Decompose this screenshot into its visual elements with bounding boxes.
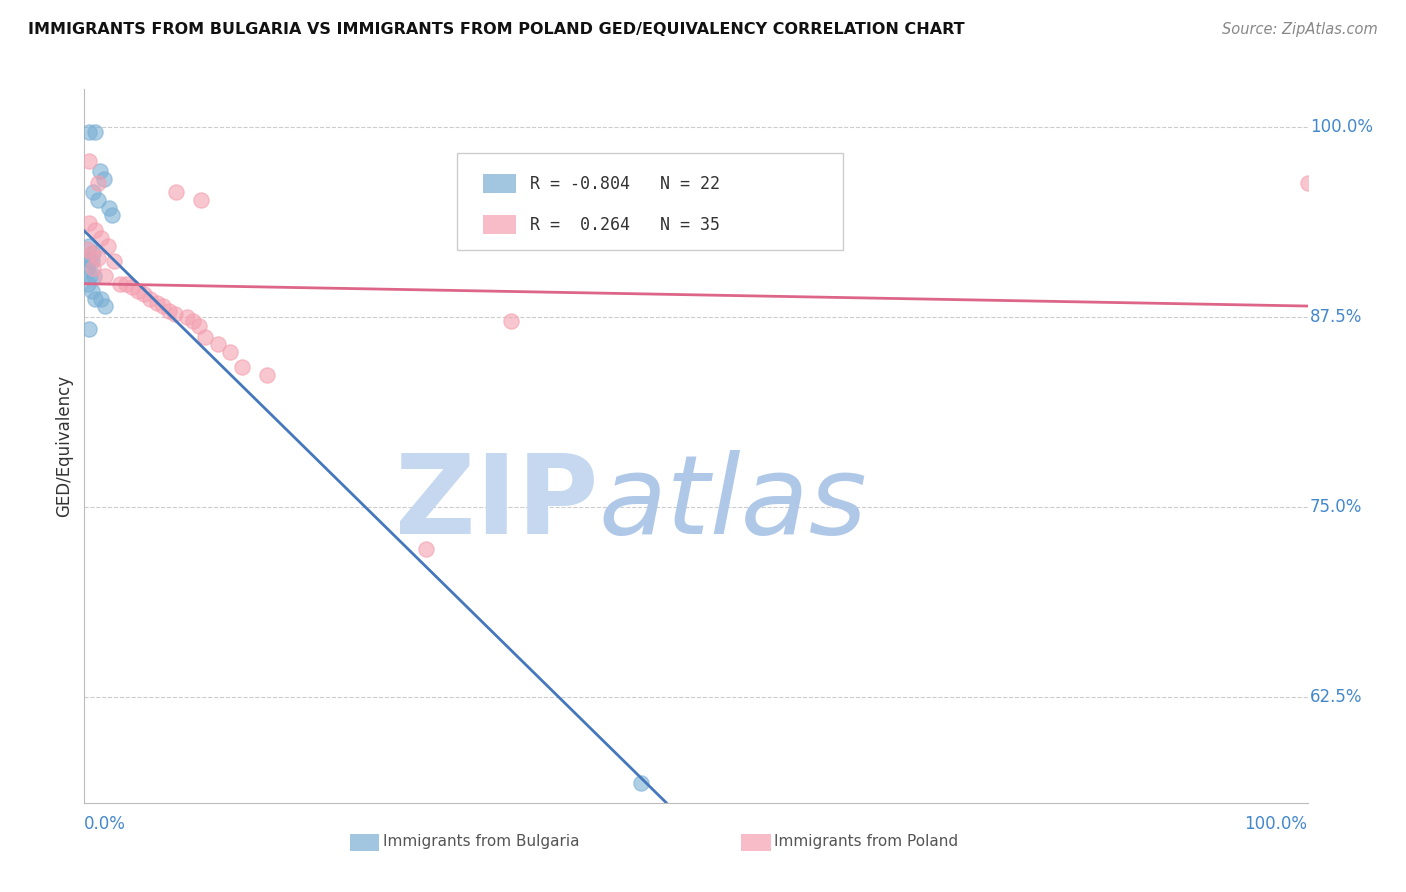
Point bbox=[190, 193, 212, 207]
Point bbox=[501, 314, 523, 328]
Point bbox=[80, 253, 103, 268]
Point bbox=[82, 261, 104, 276]
Point bbox=[127, 284, 149, 298]
FancyBboxPatch shape bbox=[350, 834, 380, 851]
Point bbox=[90, 292, 112, 306]
Point bbox=[630, 776, 652, 790]
Point bbox=[87, 177, 110, 191]
Y-axis label: GED/Equivalency: GED/Equivalency bbox=[55, 375, 73, 517]
Point bbox=[115, 277, 138, 291]
Point bbox=[134, 287, 156, 301]
Point bbox=[165, 186, 187, 200]
Point bbox=[84, 292, 107, 306]
Point bbox=[176, 310, 198, 324]
Text: R = -0.804   N = 22: R = -0.804 N = 22 bbox=[530, 175, 720, 193]
Point bbox=[219, 344, 242, 359]
Text: Immigrants from Poland: Immigrants from Poland bbox=[775, 834, 959, 849]
Text: atlas: atlas bbox=[598, 450, 866, 557]
Point bbox=[207, 337, 229, 351]
Point bbox=[101, 208, 124, 222]
Point bbox=[77, 153, 100, 168]
Text: 87.5%: 87.5% bbox=[1310, 308, 1362, 326]
Point bbox=[415, 542, 437, 557]
Point bbox=[121, 279, 143, 293]
Point bbox=[188, 319, 211, 334]
FancyBboxPatch shape bbox=[484, 174, 516, 194]
Point bbox=[77, 125, 100, 139]
Text: 0.0%: 0.0% bbox=[84, 815, 127, 833]
Point bbox=[231, 359, 253, 374]
Point bbox=[77, 277, 100, 291]
Point bbox=[87, 193, 110, 207]
Point bbox=[94, 299, 117, 313]
Point bbox=[76, 242, 98, 256]
Point bbox=[82, 246, 104, 260]
Point bbox=[77, 322, 100, 336]
Text: R =  0.264   N = 35: R = 0.264 N = 35 bbox=[530, 216, 720, 234]
Point bbox=[80, 284, 103, 298]
Point bbox=[97, 238, 120, 252]
Point bbox=[256, 368, 278, 382]
Point bbox=[103, 253, 125, 268]
Point bbox=[84, 223, 107, 237]
Point bbox=[108, 277, 131, 291]
Text: 100.0%: 100.0% bbox=[1310, 118, 1374, 136]
Point bbox=[93, 171, 115, 186]
Point bbox=[194, 329, 217, 343]
FancyBboxPatch shape bbox=[457, 153, 842, 250]
Point bbox=[82, 186, 104, 200]
Text: 62.5%: 62.5% bbox=[1310, 688, 1362, 706]
Text: IMMIGRANTS FROM BULGARIA VS IMMIGRANTS FROM POLAND GED/EQUIVALENCY CORRELATION C: IMMIGRANTS FROM BULGARIA VS IMMIGRANTS F… bbox=[28, 22, 965, 37]
Point bbox=[77, 238, 100, 252]
Point bbox=[79, 268, 101, 283]
Text: Immigrants from Bulgaria: Immigrants from Bulgaria bbox=[382, 834, 579, 849]
Point bbox=[1296, 177, 1319, 191]
Point bbox=[139, 292, 162, 306]
Point bbox=[145, 296, 167, 310]
Point bbox=[76, 261, 98, 276]
Point bbox=[97, 201, 120, 215]
Point bbox=[83, 268, 105, 283]
Point bbox=[77, 216, 100, 230]
Point bbox=[84, 125, 107, 139]
Point bbox=[152, 299, 174, 313]
Point bbox=[163, 307, 186, 321]
FancyBboxPatch shape bbox=[484, 215, 516, 235]
Text: ZIP: ZIP bbox=[395, 450, 598, 557]
FancyBboxPatch shape bbox=[741, 834, 770, 851]
Text: 100.0%: 100.0% bbox=[1244, 815, 1308, 833]
Text: Source: ZipAtlas.com: Source: ZipAtlas.com bbox=[1222, 22, 1378, 37]
Point bbox=[157, 304, 180, 318]
Point bbox=[87, 251, 110, 265]
Point bbox=[77, 253, 100, 268]
Text: 75.0%: 75.0% bbox=[1310, 498, 1362, 516]
Point bbox=[90, 231, 112, 245]
Point bbox=[80, 246, 103, 260]
Point bbox=[181, 314, 204, 328]
Point bbox=[94, 268, 117, 283]
Point bbox=[89, 164, 111, 178]
